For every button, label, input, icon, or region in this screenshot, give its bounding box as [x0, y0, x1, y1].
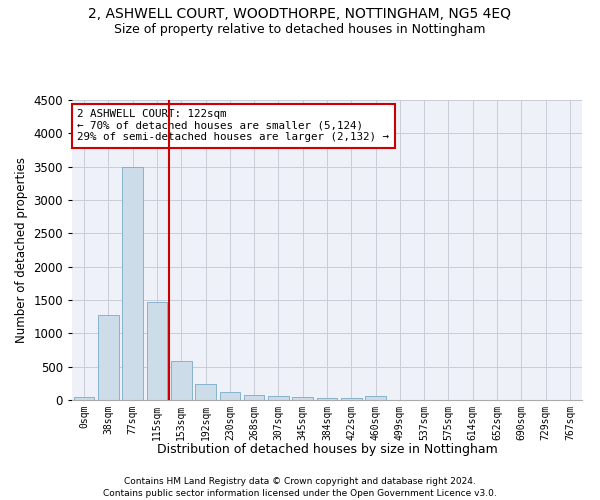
- Bar: [268, 396, 289, 400]
- Bar: [317, 398, 337, 400]
- Bar: [171, 362, 191, 400]
- Text: Contains HM Land Registry data © Crown copyright and database right 2024.: Contains HM Land Registry data © Crown c…: [124, 478, 476, 486]
- Bar: [220, 392, 240, 400]
- Bar: [122, 166, 143, 400]
- Bar: [146, 302, 167, 400]
- Text: 2 ASHWELL COURT: 122sqm
← 70% of detached houses are smaller (5,124)
29% of semi: 2 ASHWELL COURT: 122sqm ← 70% of detache…: [77, 109, 389, 142]
- Text: 2, ASHWELL COURT, WOODTHORPE, NOTTINGHAM, NG5 4EQ: 2, ASHWELL COURT, WOODTHORPE, NOTTINGHAM…: [89, 8, 511, 22]
- Text: Size of property relative to detached houses in Nottingham: Size of property relative to detached ho…: [114, 22, 486, 36]
- Bar: [292, 398, 313, 400]
- Y-axis label: Number of detached properties: Number of detached properties: [15, 157, 28, 343]
- Bar: [195, 384, 216, 400]
- Bar: [244, 394, 265, 400]
- Bar: [365, 396, 386, 400]
- Text: Distribution of detached houses by size in Nottingham: Distribution of detached houses by size …: [157, 442, 497, 456]
- Bar: [341, 398, 362, 400]
- Bar: [98, 314, 119, 400]
- Bar: [74, 398, 94, 400]
- Text: Contains public sector information licensed under the Open Government Licence v3: Contains public sector information licen…: [103, 489, 497, 498]
